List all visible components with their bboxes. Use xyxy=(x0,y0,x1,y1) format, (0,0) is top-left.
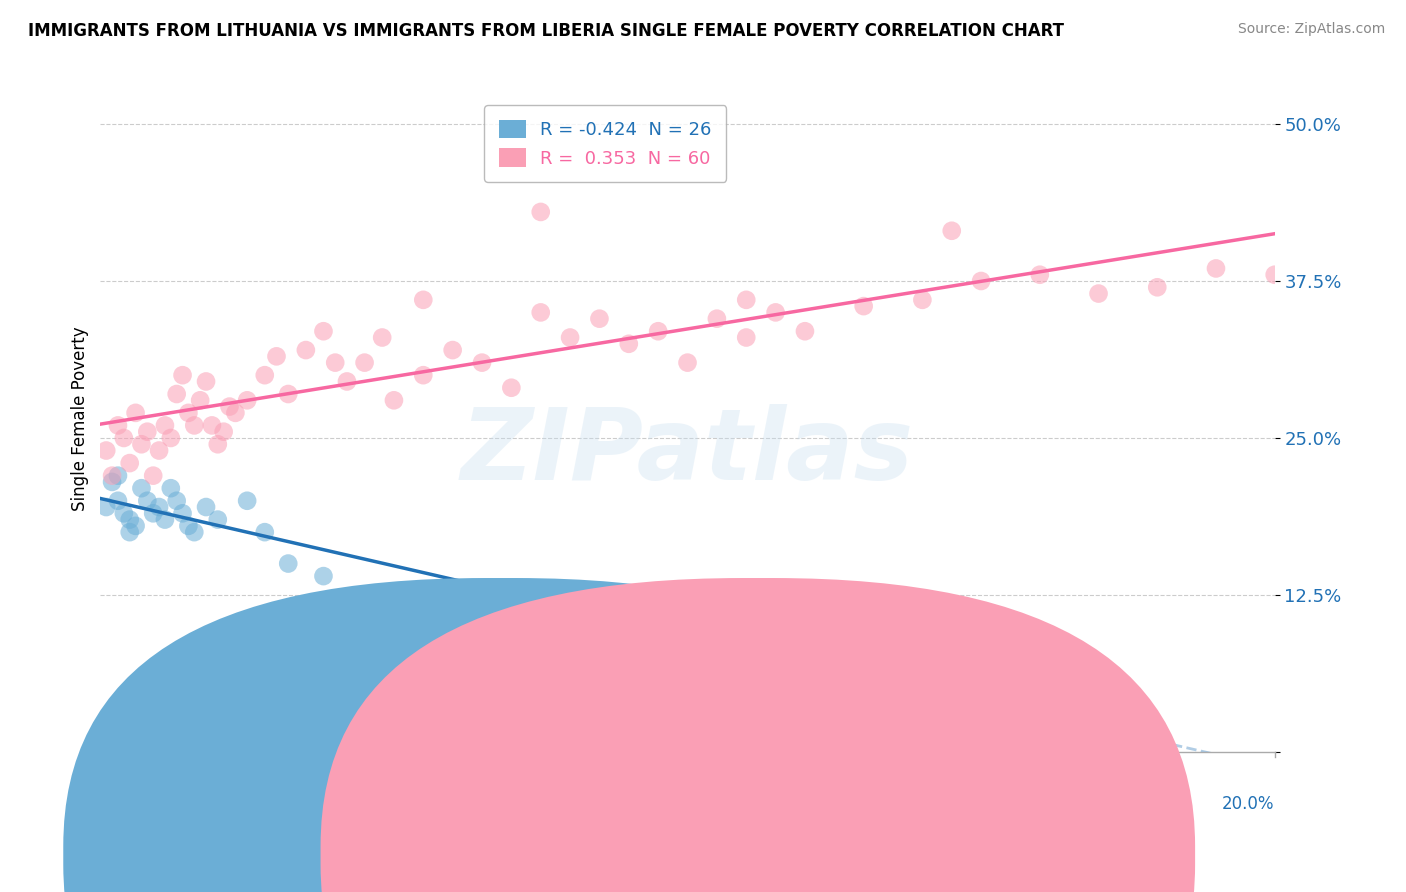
Point xyxy=(131,481,153,495)
Point xyxy=(131,437,153,451)
Point xyxy=(911,293,934,307)
Point xyxy=(172,368,194,383)
Point xyxy=(201,418,224,433)
Point xyxy=(236,493,259,508)
Point xyxy=(136,425,159,439)
Point xyxy=(617,336,640,351)
Point xyxy=(107,468,129,483)
Text: Immigrants from Liberia: Immigrants from Liberia xyxy=(780,848,966,863)
Point xyxy=(382,393,405,408)
Point xyxy=(177,406,200,420)
Point xyxy=(941,663,963,677)
Point xyxy=(312,324,335,338)
Point xyxy=(253,368,276,383)
Point xyxy=(159,481,181,495)
Point xyxy=(558,330,581,344)
Point xyxy=(107,418,129,433)
Point xyxy=(412,293,434,307)
Point xyxy=(142,506,165,520)
Text: ZIPatlas: ZIPatlas xyxy=(461,404,914,501)
Point xyxy=(266,349,288,363)
Point xyxy=(96,500,118,514)
Point xyxy=(277,557,299,571)
Point xyxy=(471,356,494,370)
Point xyxy=(735,293,758,307)
Point xyxy=(765,305,787,319)
Point xyxy=(124,406,146,420)
Point xyxy=(224,406,246,420)
Point xyxy=(371,330,394,344)
Point xyxy=(207,437,229,451)
Point xyxy=(588,311,610,326)
Point xyxy=(142,468,165,483)
Point xyxy=(148,500,170,514)
Point xyxy=(647,324,669,338)
Point xyxy=(96,443,118,458)
Point xyxy=(148,443,170,458)
Point xyxy=(852,299,875,313)
Point xyxy=(277,387,299,401)
Point xyxy=(101,475,124,489)
Point xyxy=(441,343,464,357)
Legend: R = -0.424  N = 26, R =  0.353  N = 60: R = -0.424 N = 26, R = 0.353 N = 60 xyxy=(485,105,727,182)
Point xyxy=(153,513,176,527)
Point xyxy=(107,493,129,508)
Point xyxy=(706,311,728,326)
Point xyxy=(501,381,523,395)
Text: Source: ZipAtlas.com: Source: ZipAtlas.com xyxy=(1237,22,1385,37)
Point xyxy=(166,493,188,508)
Point xyxy=(101,468,124,483)
Text: 20.0%: 20.0% xyxy=(1222,795,1275,814)
Point xyxy=(118,525,141,540)
Text: 0.0%: 0.0% xyxy=(100,795,142,814)
Point xyxy=(218,400,240,414)
Point xyxy=(1205,261,1227,276)
Point xyxy=(441,625,464,640)
Point xyxy=(295,343,318,357)
Point xyxy=(195,375,218,389)
Point xyxy=(124,519,146,533)
Text: IMMIGRANTS FROM LITHUANIA VS IMMIGRANTS FROM LIBERIA SINGLE FEMALE POVERTY CORRE: IMMIGRANTS FROM LITHUANIA VS IMMIGRANTS … xyxy=(28,22,1064,40)
Point xyxy=(1029,268,1052,282)
Point xyxy=(323,356,346,370)
Text: Immigrants from Lithuania: Immigrants from Lithuania xyxy=(523,848,727,863)
Point xyxy=(112,431,135,445)
Point xyxy=(188,393,211,408)
Point xyxy=(530,305,553,319)
Point xyxy=(312,569,335,583)
Point xyxy=(236,393,259,408)
Point xyxy=(1087,286,1109,301)
Point xyxy=(177,519,200,533)
Point xyxy=(118,513,141,527)
Point xyxy=(212,425,235,439)
Point xyxy=(136,493,159,508)
Point xyxy=(112,506,135,520)
Point xyxy=(336,375,359,389)
Point xyxy=(735,330,758,344)
Point xyxy=(183,525,205,540)
Point xyxy=(353,356,375,370)
Point xyxy=(153,418,176,433)
Point xyxy=(530,205,553,219)
Point xyxy=(172,506,194,520)
Point xyxy=(941,224,963,238)
Point xyxy=(1264,268,1286,282)
Point xyxy=(118,456,141,470)
Point xyxy=(207,513,229,527)
Point xyxy=(794,324,817,338)
Y-axis label: Single Female Poverty: Single Female Poverty xyxy=(72,326,89,511)
Point xyxy=(166,387,188,401)
Point xyxy=(183,418,205,433)
Point xyxy=(1146,280,1168,294)
Point xyxy=(195,500,218,514)
Point xyxy=(970,274,993,288)
Point xyxy=(159,431,181,445)
Point xyxy=(412,368,434,383)
Point xyxy=(253,525,276,540)
Point xyxy=(676,356,699,370)
